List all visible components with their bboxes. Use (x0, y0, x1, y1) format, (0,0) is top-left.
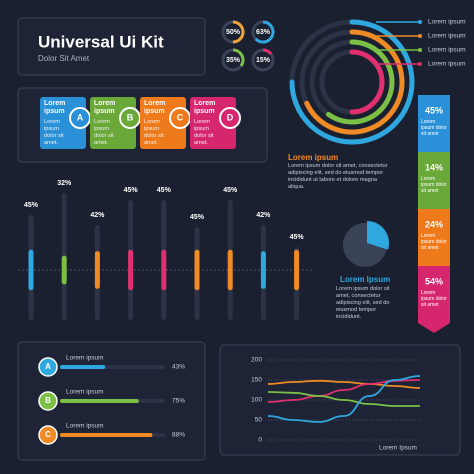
paragraph: Lorem ipsum dolor sit amet (421, 233, 447, 251)
ribbon-label: 24% (425, 219, 443, 229)
ribbon-label: 45% (425, 105, 443, 115)
progress-fill (60, 365, 106, 369)
ring-label: 15% (256, 57, 271, 64)
bar-label: 45% (223, 187, 238, 194)
bar-label: 32% (57, 180, 72, 187)
paragraph: Lorem ipsum (194, 100, 216, 115)
block-title: Lorem ipsum (288, 153, 338, 162)
paragraph: Lorem ipsum dolor sit amet (421, 176, 447, 194)
bar-label: 45% (190, 214, 205, 221)
paragraph: Lorem ipsum (144, 100, 166, 115)
paragraph: Lorem ipsum dolor sit amet, consectetur … (288, 163, 388, 190)
pie-title: Lorem Ipsum (340, 275, 390, 284)
ring-arc (232, 20, 245, 44)
ribbon-segment (418, 266, 450, 333)
bar-label: 42% (256, 212, 271, 219)
tab-letter: D (227, 112, 234, 122)
bar-fill (28, 249, 34, 291)
ribbon-segment (418, 95, 450, 160)
tab-letter: B (127, 112, 134, 122)
x-axis-label: Lorem Ipsum (379, 445, 417, 452)
y-tick-label: 100 (251, 397, 262, 404)
legend-dot (418, 34, 422, 38)
paragraph: Lorem ipsum (44, 100, 66, 115)
ring-arc (262, 48, 273, 56)
bar-fill (260, 251, 266, 289)
y-tick-label: 150 (251, 377, 262, 384)
tab-badge (219, 107, 241, 129)
bar-fill (94, 251, 100, 289)
progress-label: 43% (172, 364, 185, 371)
line-series (267, 375, 421, 423)
bar-fill (194, 249, 200, 291)
bar-fill (294, 249, 300, 291)
paragraph: Lorem ipsum dolor sit amet. (144, 119, 164, 146)
y-tick-label: 0 (258, 437, 262, 444)
progress-letter: C (45, 430, 51, 439)
bar-fill (128, 249, 134, 291)
ribbon-label: 54% (425, 276, 443, 286)
progress-letter: A (45, 362, 51, 371)
ribbon-segment (418, 152, 450, 217)
tab-letter: C (177, 112, 184, 122)
progress-title: Lorem ipsum (66, 423, 104, 430)
tab-letter: A (77, 112, 84, 122)
bar-fill (227, 249, 233, 291)
bar-label: 45% (24, 202, 39, 209)
legend-label: Lorem ipsum (428, 19, 466, 26)
radial-arc (304, 29, 405, 135)
progress-fill (60, 399, 139, 403)
progress-badge (38, 357, 58, 377)
bar-fill (161, 249, 167, 291)
bar-label: 45% (124, 187, 139, 194)
title: Universal Ui Kit (38, 32, 164, 51)
progress-label: 88% (172, 432, 185, 439)
legend-dot (418, 62, 422, 66)
legend-dot (418, 48, 422, 52)
progress-badge (38, 391, 58, 411)
paragraph: Lorem ipsum dolor sit amet (421, 290, 447, 308)
progress-fill (60, 433, 153, 437)
pie-slice (367, 221, 389, 250)
radial-arc (325, 39, 395, 125)
legend-dot (418, 20, 422, 24)
progress-title: Lorem ipsum (66, 355, 104, 362)
paragraph: Lorem ipsum dolor sit amet (421, 119, 447, 137)
paragraph: Lorem ipsum dolor sit amet. (44, 119, 64, 146)
ring-label: 35% (226, 57, 241, 64)
line-series (267, 379, 421, 389)
progress-badge (38, 425, 58, 445)
radial-arc (349, 49, 385, 115)
legend-label: Lorem ipsum (428, 47, 466, 54)
ribbon-segment (418, 209, 450, 274)
paragraph: Lorem ipsum dolor sit amet. (94, 119, 114, 146)
legend-label: Lorem ipsum (428, 61, 466, 68)
ring-label: 50% (226, 29, 241, 36)
y-tick-label: 200 (251, 357, 262, 364)
paragraph: Lorem ipsum dolor sit amet, consectetur … (336, 286, 390, 320)
progress-letter: B (45, 396, 51, 405)
y-tick-label: 50 (255, 417, 263, 424)
progress-label: 75% (172, 398, 185, 405)
progress-title: Lorem ipsum (66, 389, 104, 396)
paragraph: Lorem ipsum (94, 100, 116, 115)
subtitle: Dolor Sit Amet (38, 54, 90, 63)
line-series (267, 391, 420, 407)
bar-label: 42% (90, 212, 105, 219)
ring-label: 63% (256, 29, 271, 36)
bar-label: 45% (290, 234, 305, 241)
bar-label: 45% (157, 187, 172, 194)
paragraph: Lorem ipsum dolor sit amet. (194, 119, 214, 146)
ring-arc (254, 20, 275, 44)
legend-label: Lorem ipsum (428, 33, 466, 40)
ring-arc (232, 48, 245, 67)
bar-fill (61, 255, 67, 285)
title-panel (17, 17, 206, 76)
ribbon-label: 14% (425, 162, 443, 172)
